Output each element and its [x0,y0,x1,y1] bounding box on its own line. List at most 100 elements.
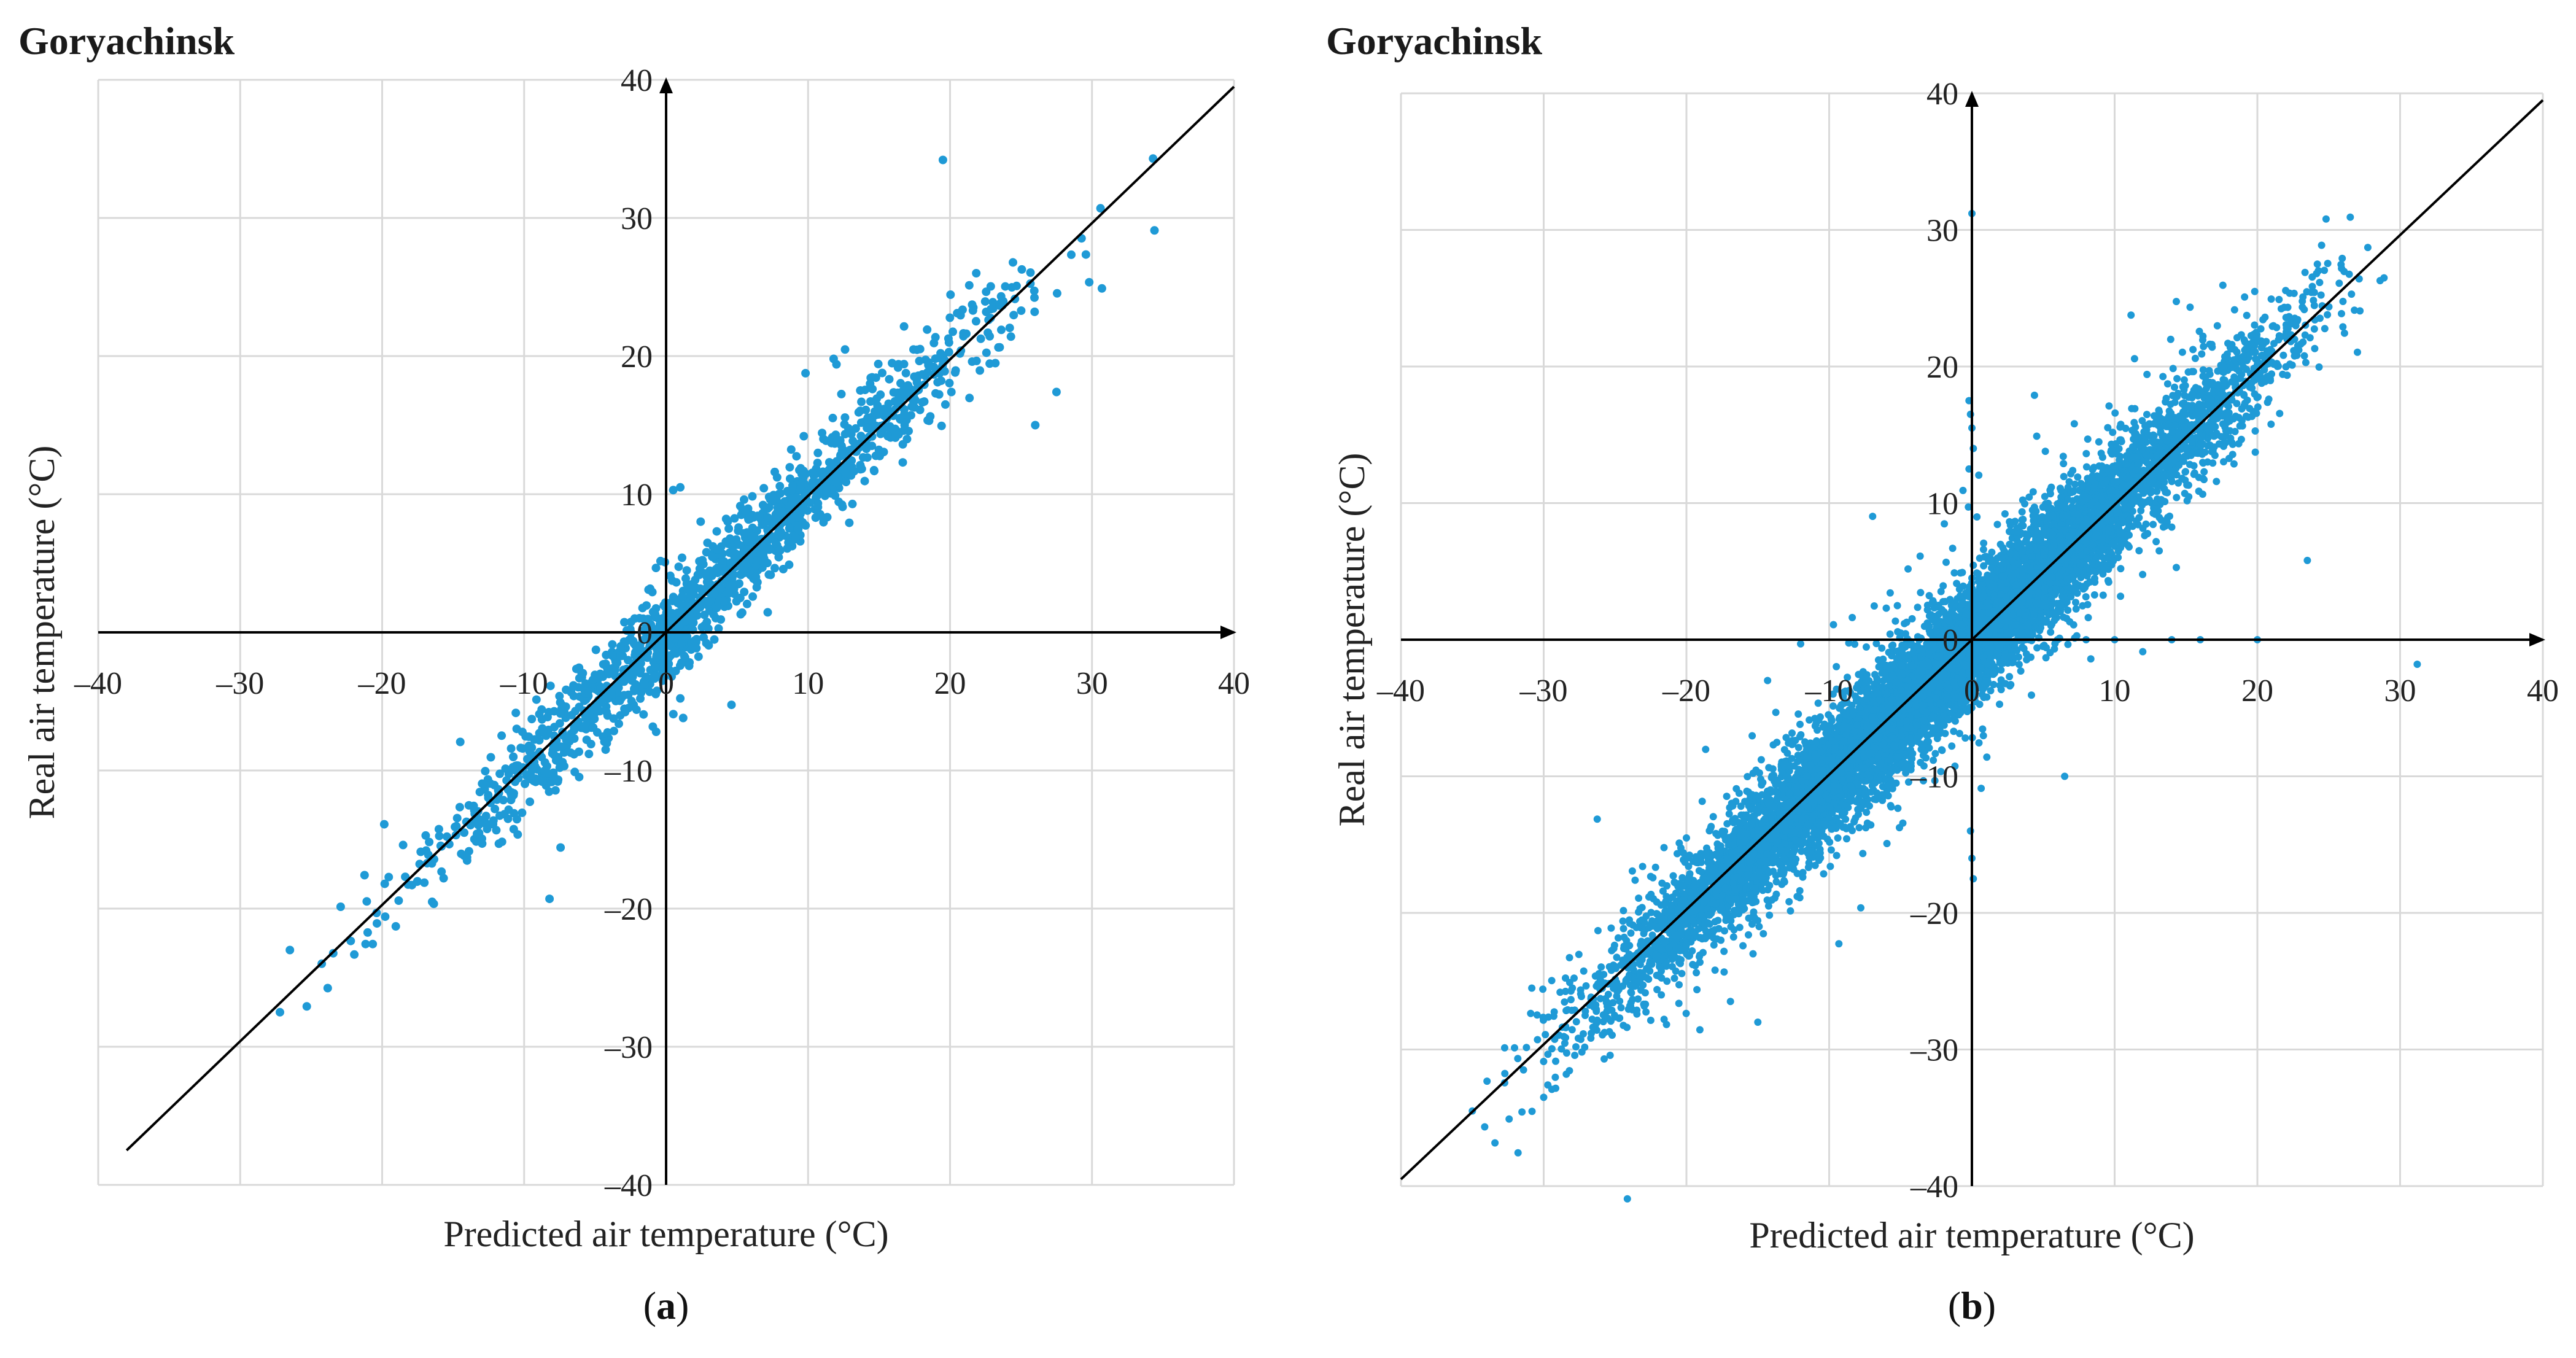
scatter-point [566,748,575,758]
scatter-point [1721,927,1728,935]
scatter-panel-b: –40 –30 –20 –10 0 10 20 30 40–40–30–20–100102030… [1326,19,2559,1327]
scatter-point [1534,1036,1542,1044]
scatter-point [475,828,484,837]
scatter-point [842,468,851,478]
scatter-point [302,1002,311,1011]
scatter-point [437,867,446,876]
scatter-point [718,556,727,565]
scatter-point [869,465,879,475]
caption-open-paren: ( [643,1284,656,1327]
scatter-point [1597,963,1605,971]
scatter-point [845,518,854,527]
scatter-point [557,700,567,710]
scatter-point [677,639,686,648]
scatter-point [933,378,942,387]
scatter-point [709,610,718,619]
scatter-point [439,874,448,883]
scatter-point [813,459,822,468]
scatter-point [786,474,794,483]
scatter-point [728,549,737,559]
scatter-point [398,840,408,850]
scatter-point [725,535,734,544]
scatter-point [936,349,945,358]
scatter-point [901,368,910,378]
scatter-point [747,532,756,541]
scatter-point [562,735,571,745]
scatter-point [497,731,506,740]
scatter-point [1572,1043,1580,1051]
scatter-point [2047,483,2055,491]
scatter-point [808,478,817,487]
scatter-point [509,753,518,761]
scatter-point [944,334,953,343]
scatter-point [336,902,345,911]
scatter-point [2095,438,2103,446]
scatter-point [492,826,501,835]
scatter-point [1030,293,1039,302]
scatter-point [1893,602,1901,610]
scatter-point [481,812,491,821]
scatter-point [1052,289,1061,298]
scatter-point [1980,539,1988,547]
scatter-point [1711,918,1719,926]
scatter-point [526,775,535,784]
scatter-point [601,745,610,755]
x-axis-title: Predicted air temperature (°C) [443,1214,888,1254]
scatter-point [1562,1007,1570,1015]
scatter-point [575,747,583,756]
scatter-point [652,653,661,662]
scatter-point [1689,961,1697,969]
scatter-point [991,359,1000,368]
scatter-point [1085,277,1094,287]
scatter-point [1857,904,1864,912]
scatter-point [704,641,713,650]
scatter-point [495,769,505,778]
scatter-point [500,810,509,819]
scatter-point [620,618,629,627]
scatter-point [363,928,372,937]
scatter-point-outlier [1031,421,1040,430]
scatter-point [1745,931,1752,939]
scatter-point [425,837,434,847]
scatter-point [681,574,690,583]
scatter-point [1979,725,1987,733]
scatter-point [632,705,641,714]
scatter-point [602,707,611,716]
scatter-point [1635,894,1643,902]
scatter-point [786,445,796,454]
scatter-point [591,645,600,654]
scatter-point [713,545,722,554]
scatter-point [692,643,701,653]
scatter-point [569,682,578,691]
scatter-point [562,685,571,694]
scatter-point [636,694,645,703]
scatter-point [912,345,921,354]
scatter-point [486,779,495,788]
scatter-point [744,515,753,524]
caption-letter: a [656,1284,676,1327]
x-tick-label: 20 [934,666,966,701]
scatter-point [1528,1108,1536,1116]
scatter-point [748,492,757,501]
scatter-point [642,601,651,610]
scatter-point [2339,323,2347,331]
scatter-point [1030,286,1039,295]
scatter-point [982,287,991,297]
scatter-point [544,769,553,778]
scatter-point [602,663,611,672]
scatter-point [544,708,553,716]
scatter-point [946,290,955,299]
scatter-point [832,478,841,487]
scatter-point [794,525,803,534]
scatter-point [971,317,980,326]
x-tick-label: 30 [1076,666,1108,701]
scatter-point [783,544,792,553]
scatter-point [698,556,707,565]
scatter-point [2099,591,2107,599]
axes [98,77,1236,1185]
scatter-point [763,608,772,617]
scatter-point [2198,350,2206,358]
y-tick-label: 0 [637,616,653,651]
scatter-point [959,329,968,338]
